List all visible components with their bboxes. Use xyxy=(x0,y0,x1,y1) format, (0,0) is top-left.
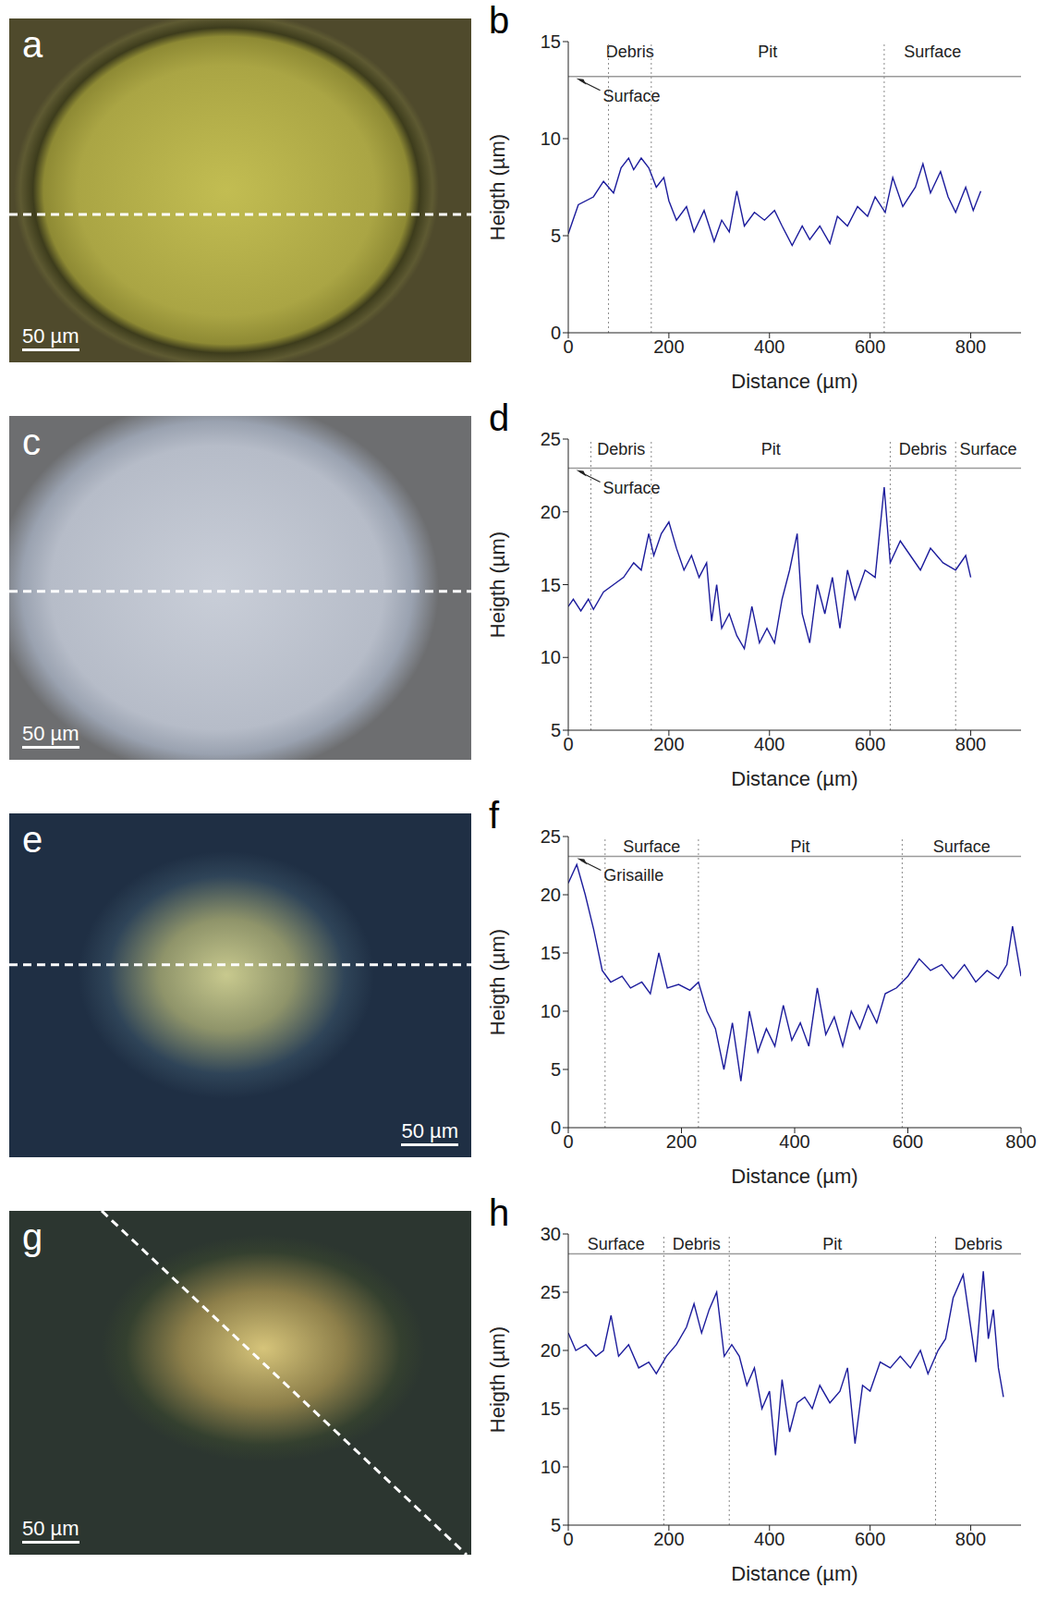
svg-text:5: 5 xyxy=(550,1514,561,1535)
svg-text:25: 25 xyxy=(540,1281,561,1302)
svg-text:200: 200 xyxy=(666,1130,697,1152)
svg-text:Debris: Debris xyxy=(899,439,948,459)
svg-text:5: 5 xyxy=(550,225,561,246)
svg-text:Pit: Pit xyxy=(757,42,778,61)
svg-text:Debris: Debris xyxy=(954,1234,1003,1253)
svg-text:Distance (µm): Distance (µm) xyxy=(730,1164,858,1188)
svg-text:Surface: Surface xyxy=(587,1234,645,1253)
svg-text:5: 5 xyxy=(550,1058,561,1080)
svg-text:400: 400 xyxy=(753,733,785,754)
svg-text:Distance (µm): Distance (µm) xyxy=(730,369,858,393)
html-text:e: e xyxy=(22,818,43,860)
svg-text:20: 20 xyxy=(540,884,561,905)
html-text:h: h xyxy=(488,1191,510,1233)
svg-text:200: 200 xyxy=(653,336,684,357)
svg-text:Pit: Pit xyxy=(790,837,811,856)
svg-text:15: 15 xyxy=(540,31,561,52)
svg-text:Pit: Pit xyxy=(822,1234,842,1253)
svg-text:0: 0 xyxy=(550,1117,561,1138)
svg-text:Pit: Pit xyxy=(761,439,781,459)
svg-text:0: 0 xyxy=(550,322,561,343)
svg-text:400: 400 xyxy=(778,1130,810,1152)
svg-text:600: 600 xyxy=(854,1528,886,1549)
svg-text:Distance (µm): Distance (µm) xyxy=(730,766,858,791)
svg-text:15: 15 xyxy=(540,1398,561,1419)
html-text:c: c xyxy=(22,421,41,463)
svg-text:25: 25 xyxy=(540,826,561,847)
html-text:50 µm: 50 µm xyxy=(401,1118,459,1143)
svg-text:Debris: Debris xyxy=(672,1234,721,1253)
svg-text:800: 800 xyxy=(955,1528,986,1549)
svg-text:Heigth (µm): Heigth (µm) xyxy=(486,928,510,1035)
svg-text:20: 20 xyxy=(540,501,561,523)
svg-text:25: 25 xyxy=(540,428,561,450)
svg-text:800: 800 xyxy=(955,733,986,754)
html-text:50 µm: 50 µm xyxy=(22,324,80,348)
html-text:d: d xyxy=(488,397,510,438)
svg-text:Debris: Debris xyxy=(596,439,645,459)
svg-text:200: 200 xyxy=(653,733,684,754)
html-text:a: a xyxy=(22,24,43,65)
svg-text:10: 10 xyxy=(540,646,561,668)
svg-text:800: 800 xyxy=(955,336,986,357)
svg-text:Surface: Surface xyxy=(933,837,991,856)
svg-text:Debris: Debris xyxy=(606,42,655,61)
svg-text:Heigth (µm): Heigth (µm) xyxy=(486,531,510,638)
svg-text:200: 200 xyxy=(653,1528,684,1549)
html-text:50 µm: 50 µm xyxy=(22,1516,80,1540)
svg-text:0: 0 xyxy=(562,336,573,357)
html-text:f: f xyxy=(488,794,500,836)
svg-text:600: 600 xyxy=(854,336,886,357)
html-text:b: b xyxy=(488,0,510,41)
svg-text:600: 600 xyxy=(892,1130,924,1152)
svg-text:15: 15 xyxy=(540,942,561,963)
svg-text:30: 30 xyxy=(540,1223,561,1244)
svg-text:0: 0 xyxy=(562,733,573,754)
svg-text:600: 600 xyxy=(854,733,886,754)
svg-text:Surface: Surface xyxy=(960,439,1018,459)
svg-text:Grisaille: Grisaille xyxy=(603,865,664,885)
svg-text:800: 800 xyxy=(1005,1130,1036,1152)
svg-text:10: 10 xyxy=(540,1000,561,1022)
svg-text:Surface: Surface xyxy=(603,86,661,106)
svg-text:10: 10 xyxy=(540,128,561,149)
svg-text:400: 400 xyxy=(753,336,785,357)
svg-text:0: 0 xyxy=(562,1130,573,1152)
svg-text:20: 20 xyxy=(540,1339,561,1361)
svg-text:Heigth (µm): Heigth (µm) xyxy=(486,1325,510,1433)
svg-text:10: 10 xyxy=(540,1456,561,1477)
svg-text:15: 15 xyxy=(540,574,561,596)
svg-text:Heigth (µm): Heigth (µm) xyxy=(486,133,510,241)
svg-text:5: 5 xyxy=(550,719,561,741)
html-text:g: g xyxy=(22,1216,43,1257)
html-text:50 µm: 50 µm xyxy=(22,721,80,745)
svg-text:Surface: Surface xyxy=(903,42,961,61)
svg-text:Surface: Surface xyxy=(603,478,661,498)
svg-text:Surface: Surface xyxy=(622,837,681,856)
svg-text:400: 400 xyxy=(753,1528,785,1549)
svg-text:0: 0 xyxy=(562,1528,573,1549)
svg-text:Distance (µm): Distance (µm) xyxy=(730,1561,858,1585)
